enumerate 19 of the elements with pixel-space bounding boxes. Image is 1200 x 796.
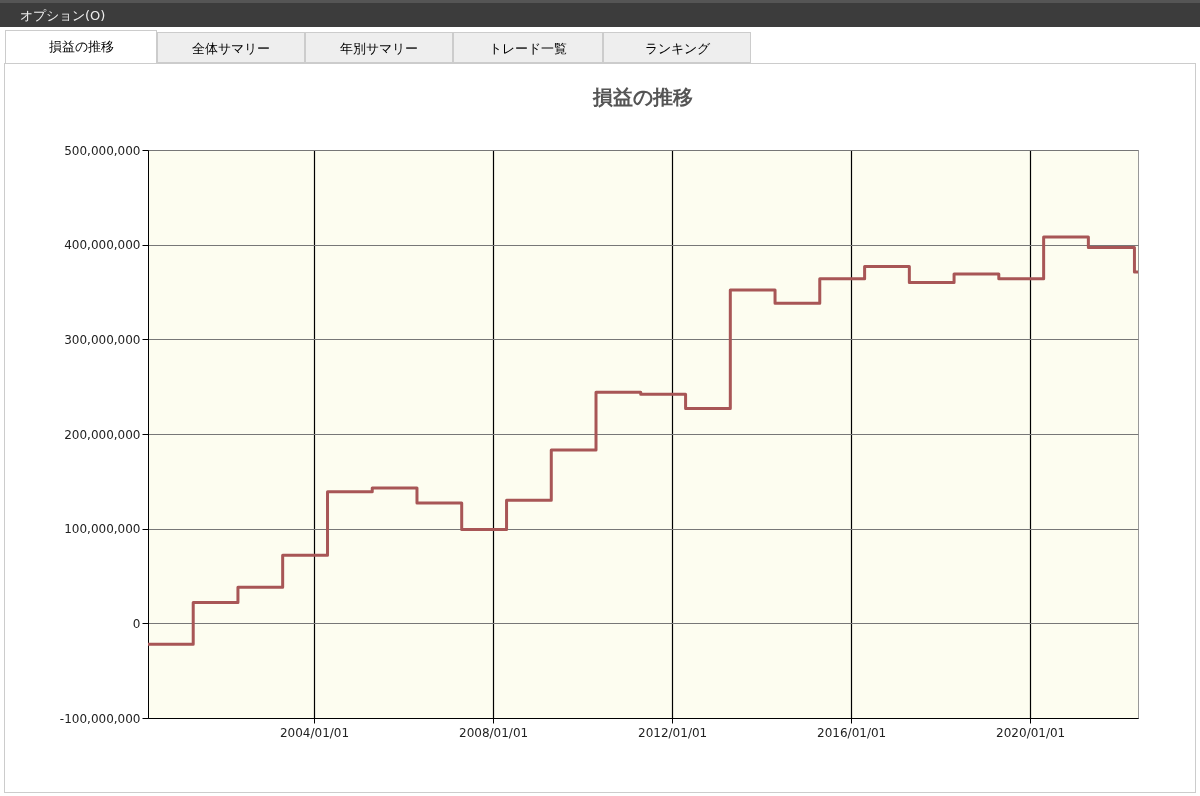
x-tick-label: 2016/01/01 bbox=[817, 725, 887, 740]
chart-title: 損益の推移 bbox=[592, 85, 693, 109]
text: 年別サマリー bbox=[305, 32, 453, 63]
x-tick-label: 2008/01/01 bbox=[458, 725, 529, 740]
x-tick-label: 2020/01/01 bbox=[996, 725, 1066, 740]
y-tick-label: 500,000,000 bbox=[64, 143, 141, 158]
x-tick-label: 2012/01/01 bbox=[638, 725, 708, 740]
text: トレード一覧 bbox=[453, 32, 603, 63]
text: ランキング bbox=[603, 32, 751, 63]
y-tick-label: 400,000,000 bbox=[64, 238, 141, 253]
y-tick-label: 300,000,000 bbox=[64, 332, 141, 347]
text: 全体サマリー bbox=[157, 32, 305, 63]
y-tick-label: -100,000,000 bbox=[59, 711, 141, 726]
y-tick-label: 0 bbox=[132, 616, 141, 631]
x-tick-label: 2004/01/01 bbox=[279, 725, 350, 740]
y-tick-label: 200,000,000 bbox=[64, 427, 141, 442]
text: 損益の推移 bbox=[5, 30, 157, 64]
y-tick-label: 100,000,000 bbox=[64, 522, 141, 537]
text: オプション(O) bbox=[20, 7, 106, 25]
